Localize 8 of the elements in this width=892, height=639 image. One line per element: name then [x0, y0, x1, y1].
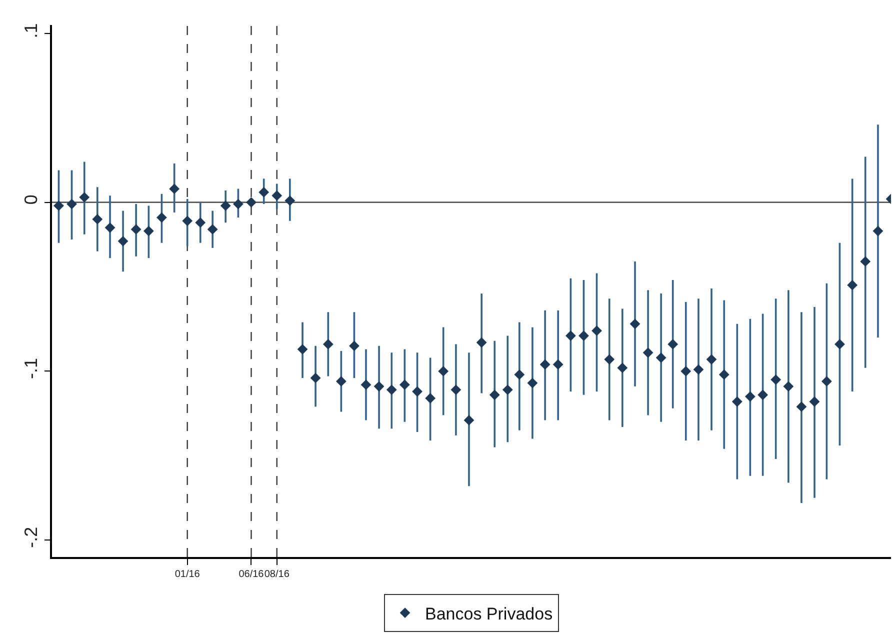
y-tick-label: -.1 — [21, 358, 42, 380]
y-tick-label: -.2 — [21, 526, 42, 548]
legend-label: Bancos Privados — [425, 604, 553, 624]
x-tick-label: 08/16 — [264, 568, 290, 580]
x-tick-label: 01/16 — [174, 568, 200, 580]
y-tick-label: 0 — [21, 194, 42, 205]
y-tick-label: .1 — [21, 23, 42, 38]
x-tick-label: 06/16 — [238, 568, 264, 580]
